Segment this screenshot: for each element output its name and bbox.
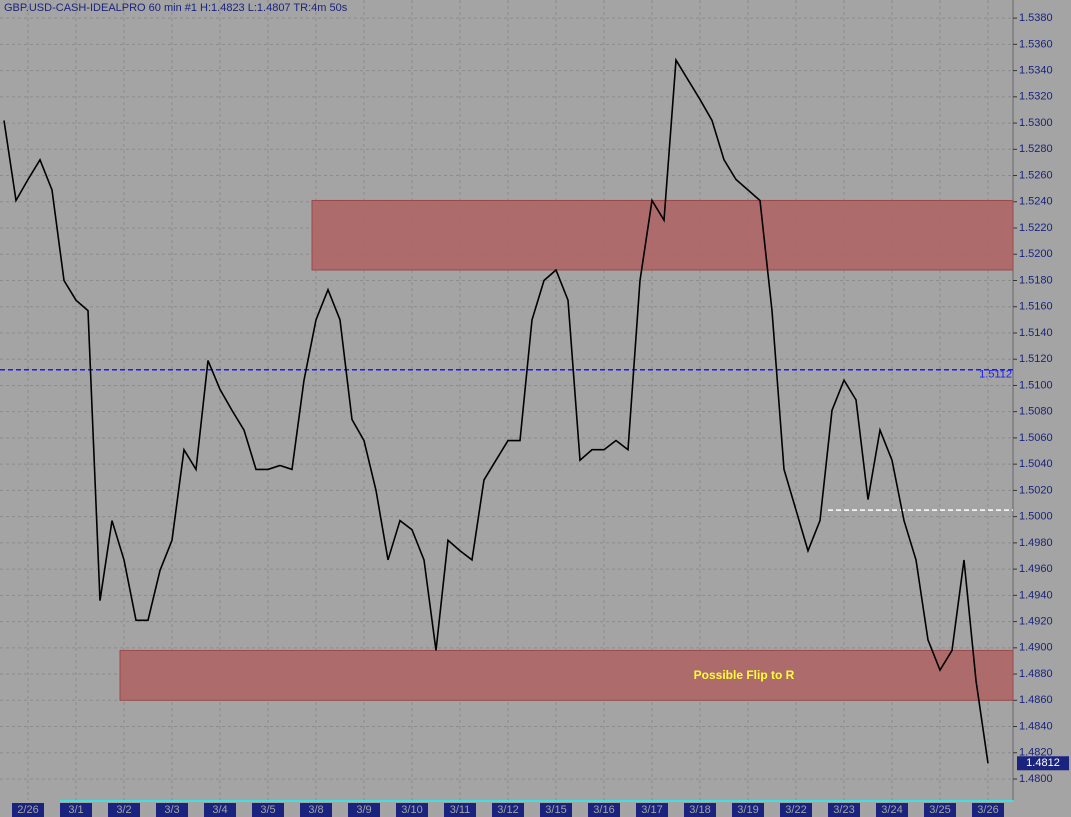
y-tick-label: 1.4880 [1019,668,1053,680]
x-tick-label: 3/17 [641,804,662,816]
zone [119,649,1014,701]
hline-label: 1.5112 [979,369,1012,381]
x-tick-box [348,803,380,817]
y-tick-label: 1.4840 [1019,720,1053,732]
last-price-box [1017,756,1069,771]
x-tick-label: 3/3 [164,804,179,816]
y-tick-label: 1.5060 [1019,432,1053,444]
x-tick-box [972,803,1004,817]
y-tick-label: 1.5100 [1019,379,1053,391]
x-tick-box [636,803,668,817]
y-tick-label: 1.5320 [1019,91,1053,103]
x-tick-label: 3/23 [833,804,854,816]
x-tick-box [156,803,188,817]
x-tick-label: 3/26 [977,804,998,816]
y-tick-label: 1.5220 [1019,222,1053,234]
x-tick-label: 3/24 [881,804,902,816]
x-tick-box [492,803,524,817]
y-tick-label: 1.5040 [1019,458,1053,470]
y-tick-label: 1.4920 [1019,615,1053,627]
y-tick-label: 1.5180 [1019,274,1053,286]
y-tick-label: 1.5240 [1019,196,1053,208]
x-tick-label: 3/11 [450,804,471,816]
x-tick-box [540,803,572,817]
price-line [3,57,989,764]
x-tick-box [12,803,44,817]
y-tick-label: 1.5020 [1019,484,1053,496]
y-tick-label: 1.5340 [1019,65,1053,77]
y-tick-label: 1.4960 [1019,563,1053,575]
y-tick-label: 1.5080 [1019,406,1053,418]
x-tick-label: 2/26 [17,804,38,816]
y-tick-label: 1.5120 [1019,353,1053,365]
y-tick-label: 1.4980 [1019,537,1053,549]
y-tick-label: 1.4800 [1019,773,1053,785]
x-tick-box [924,803,956,817]
chart-title: GBP.USD-CASH-IDEALPRO 60 min #1 H:1.4823… [4,2,348,14]
x-tick-label: 3/22 [785,804,806,816]
y-tick-label: 1.5140 [1019,327,1053,339]
zone [311,199,1014,271]
y-tick-label: 1.5260 [1019,169,1053,181]
y-tick-label: 1.5200 [1019,248,1053,260]
x-tick-box [588,803,620,817]
y-tick-label: 1.5280 [1019,143,1053,155]
x-tick-box [252,803,284,817]
y-tick-label: 1.4860 [1019,694,1053,706]
x-tick-label: 3/19 [737,804,758,816]
x-tick-box [780,803,812,817]
x-tick-label: 3/1 [68,804,83,816]
x-tick-box [876,803,908,817]
x-tick-label: 3/4 [212,804,227,816]
x-tick-label: 3/10 [401,804,422,816]
x-tick-box [108,803,140,817]
x-tick-label: 3/9 [356,804,371,816]
x-tick-box [732,803,764,817]
y-tick-label: 1.4900 [1019,642,1053,654]
y-tick-label: 1.5160 [1019,301,1053,313]
x-tick-label: 3/25 [929,804,950,816]
y-tick-label: 1.5360 [1019,38,1053,50]
y-tick-label: 1.4820 [1019,747,1053,759]
last-price-label: 1.4812 [1026,757,1060,769]
y-tick-label: 1.5380 [1019,12,1053,24]
x-tick-label: 3/15 [545,804,566,816]
x-tick-box [684,803,716,817]
x-tick-box [60,803,92,817]
x-tick-label: 3/18 [689,804,710,816]
x-tick-box [444,803,476,817]
x-tick-box [300,803,332,817]
x-tick-label: 3/8 [308,804,323,816]
x-tick-box [396,803,428,817]
x-tick-label: 3/12 [497,804,518,816]
x-tick-label: 3/2 [116,804,131,816]
x-tick-label: 3/16 [593,804,614,816]
annotation: Possible Flip to R [694,668,795,682]
x-tick-box [204,803,236,817]
y-tick-label: 1.5300 [1019,117,1053,129]
x-tick-box [828,803,860,817]
y-tick-label: 1.5000 [1019,511,1053,523]
x-tick-label: 3/5 [260,804,275,816]
y-tick-label: 1.4940 [1019,589,1053,601]
